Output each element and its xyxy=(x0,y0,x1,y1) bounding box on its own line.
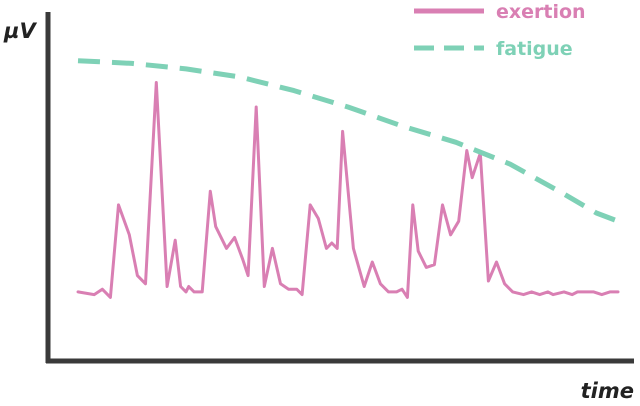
series-layer xyxy=(76,58,620,299)
legend-label-exertion: exertion xyxy=(496,1,586,23)
legend-label-fatigue: fatigue xyxy=(496,38,573,60)
legend: exertion fatigue xyxy=(414,1,586,60)
y-axis-label: µV xyxy=(3,19,37,43)
x-axis-label: time xyxy=(581,379,634,403)
series-line-fatigue xyxy=(77,58,619,224)
series-line-exertion xyxy=(76,81,620,299)
axes xyxy=(45,12,634,364)
